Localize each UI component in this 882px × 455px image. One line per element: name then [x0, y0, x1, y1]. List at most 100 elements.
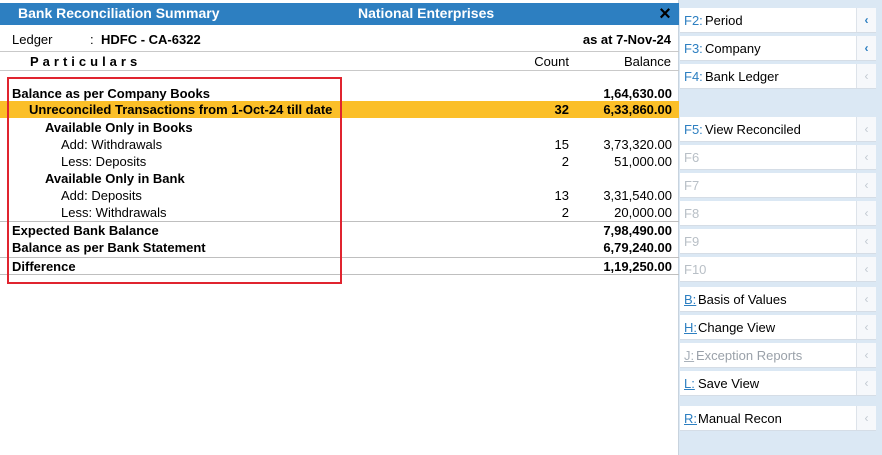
basis-of-values-button[interactable]: B: Basis of Values ‹ — [680, 287, 876, 312]
bottom-divider — [0, 274, 679, 275]
button-key: F8 — [684, 206, 700, 221]
column-balance: Balance — [624, 54, 671, 69]
report-panel: Bank Reconciliation Summary National Ent… — [0, 0, 679, 455]
save-view-button[interactable]: L: Save View ‹ — [680, 371, 876, 396]
button-label: View Reconciled — [705, 122, 801, 137]
column-count: Count — [534, 54, 569, 69]
button-key: F9 — [684, 234, 700, 249]
row-balance: 6,79,240.00 — [603, 240, 672, 255]
chevron-left-icon[interactable]: ‹ — [856, 36, 876, 60]
exception-reports-button[interactable]: J: Exception Reports ‹ — [680, 343, 876, 368]
row-count: 32 — [554, 102, 569, 117]
chevron-left-icon: ‹ — [856, 201, 876, 225]
chevron-left-icon: ‹ — [856, 145, 876, 169]
row-balance: 51,000.00 — [614, 154, 672, 169]
chevron-left-icon: ‹ — [856, 229, 876, 253]
row-label: Less: Deposits — [61, 154, 147, 169]
row-count: 2 — [561, 154, 569, 169]
change-view-button[interactable]: H: Change View ‹ — [680, 315, 876, 340]
button-key: F7 — [684, 178, 700, 193]
row-balance: 7,98,490.00 — [603, 223, 672, 238]
chevron-left-icon: ‹ — [856, 343, 876, 367]
ledger-info: Ledger : HDFC - CA-6322 as at 7-Nov-24 — [0, 26, 679, 50]
row-label: Unreconciled Transactions from 1-Oct-24 … — [29, 102, 333, 117]
button-key: R: — [684, 411, 697, 426]
view-reconciled-button[interactable]: F5: View Reconciled ‹ — [680, 117, 876, 142]
company-name: National Enterprises — [358, 5, 495, 21]
chevron-left-icon: ‹ — [856, 315, 876, 339]
column-header: Particulars Count Balance — [0, 51, 679, 71]
row-label: Available Only in Bank — [45, 171, 185, 186]
row-difference[interactable]: Difference 1,19,250.00 — [0, 257, 679, 274]
company-button[interactable]: F3: Company ‹ — [680, 36, 876, 61]
button-key: J: — [684, 348, 695, 363]
row-label: Balance as per Company Books — [12, 86, 210, 101]
manual-recon-button[interactable]: R: Manual Recon ‹ — [680, 406, 876, 431]
button-label: Basis of Values — [698, 292, 787, 307]
row-balance: 1,19,250.00 — [603, 259, 672, 274]
button-label: Company — [705, 41, 761, 56]
period-button[interactable]: F2: Period ‹ — [680, 8, 876, 33]
button-key: F10 — [684, 262, 707, 277]
button-key: F4: — [684, 69, 703, 84]
button-key: F3: — [684, 41, 703, 56]
row-balance: 3,73,320.00 — [603, 137, 672, 152]
row-available-only-in-books[interactable]: Available Only in Books — [0, 119, 679, 136]
button-key: F2: — [684, 13, 703, 28]
close-icon[interactable]: × — [659, 3, 671, 25]
row-unreconciled-transactions[interactable]: Unreconciled Transactions from 1-Oct-24 … — [0, 101, 679, 118]
row-balance: 3,31,540.00 — [603, 188, 672, 203]
ledger-label: Ledger — [12, 32, 53, 47]
chevron-left-icon: ‹ — [856, 371, 876, 395]
row-books-add-withdrawals[interactable]: Add: Withdrawals 15 3,73,320.00 — [0, 136, 679, 153]
chevron-left-icon: ‹ — [856, 257, 876, 281]
report-title: Bank Reconciliation Summary — [18, 5, 220, 21]
chevron-left-icon: ‹ — [856, 64, 876, 88]
f8-button[interactable]: F8 ‹ — [680, 201, 876, 226]
button-label: Change View — [698, 320, 776, 335]
button-key: F5: — [684, 122, 703, 137]
button-label: Exception Reports — [696, 348, 803, 363]
bank-ledger-button[interactable]: F4: Bank Ledger ‹ — [680, 64, 876, 89]
row-balance-bank-statement[interactable]: Balance as per Bank Statement 6,79,240.0… — [0, 239, 679, 256]
row-balance-company-books[interactable]: Balance as per Company Books 1,64,630.00 — [0, 85, 679, 102]
row-available-only-in-bank[interactable]: Available Only in Bank — [0, 170, 679, 187]
row-bank-add-deposits[interactable]: Add: Deposits 13 3,31,540.00 — [0, 187, 679, 204]
f6-button[interactable]: F6 ‹ — [680, 145, 876, 170]
row-expected-bank-balance[interactable]: Expected Bank Balance 7,98,490.00 — [0, 221, 679, 238]
button-key: H: — [684, 320, 697, 335]
button-key: F6 — [684, 150, 700, 165]
row-label: Balance as per Bank Statement — [12, 240, 206, 255]
f7-button[interactable]: F7 ‹ — [680, 173, 876, 198]
chevron-left-icon: ‹ — [856, 173, 876, 197]
row-label: Less: Withdrawals — [61, 205, 167, 220]
chevron-left-icon: ‹ — [856, 406, 876, 430]
row-count: 2 — [561, 205, 569, 220]
chevron-left-icon: ‹ — [856, 287, 876, 311]
row-balance: 1,64,630.00 — [603, 86, 672, 101]
row-balance: 20,000.00 — [614, 205, 672, 220]
ledger-colon: : — [90, 32, 94, 47]
button-label: Bank Ledger — [705, 69, 779, 84]
button-key: L: — [684, 376, 695, 391]
row-label: Add: Deposits — [61, 188, 142, 203]
chevron-left-icon: ‹ — [856, 117, 876, 141]
row-books-less-deposits[interactable]: Less: Deposits 2 51,000.00 — [0, 153, 679, 170]
chevron-left-icon[interactable]: ‹ — [856, 8, 876, 32]
button-key: B: — [684, 292, 697, 307]
f10-button[interactable]: F10 ‹ — [680, 257, 876, 282]
button-label: Manual Recon — [698, 411, 782, 426]
row-bank-less-withdrawals[interactable]: Less: Withdrawals 2 20,000.00 — [0, 204, 679, 221]
row-balance: 6,33,860.00 — [603, 102, 672, 117]
button-label: Save View — [698, 376, 760, 391]
button-label: Period — [705, 13, 743, 28]
ledger-value: HDFC - CA-6322 — [101, 32, 201, 47]
row-label: Difference — [12, 259, 76, 274]
as-at-date: as at 7-Nov-24 — [582, 32, 671, 47]
column-particulars: Particulars — [30, 54, 142, 69]
f9-button[interactable]: F9 ‹ — [680, 229, 876, 254]
row-count: 13 — [554, 188, 569, 203]
row-label: Available Only in Books — [45, 120, 193, 135]
row-label: Expected Bank Balance — [12, 223, 159, 238]
row-label: Add: Withdrawals — [61, 137, 163, 152]
